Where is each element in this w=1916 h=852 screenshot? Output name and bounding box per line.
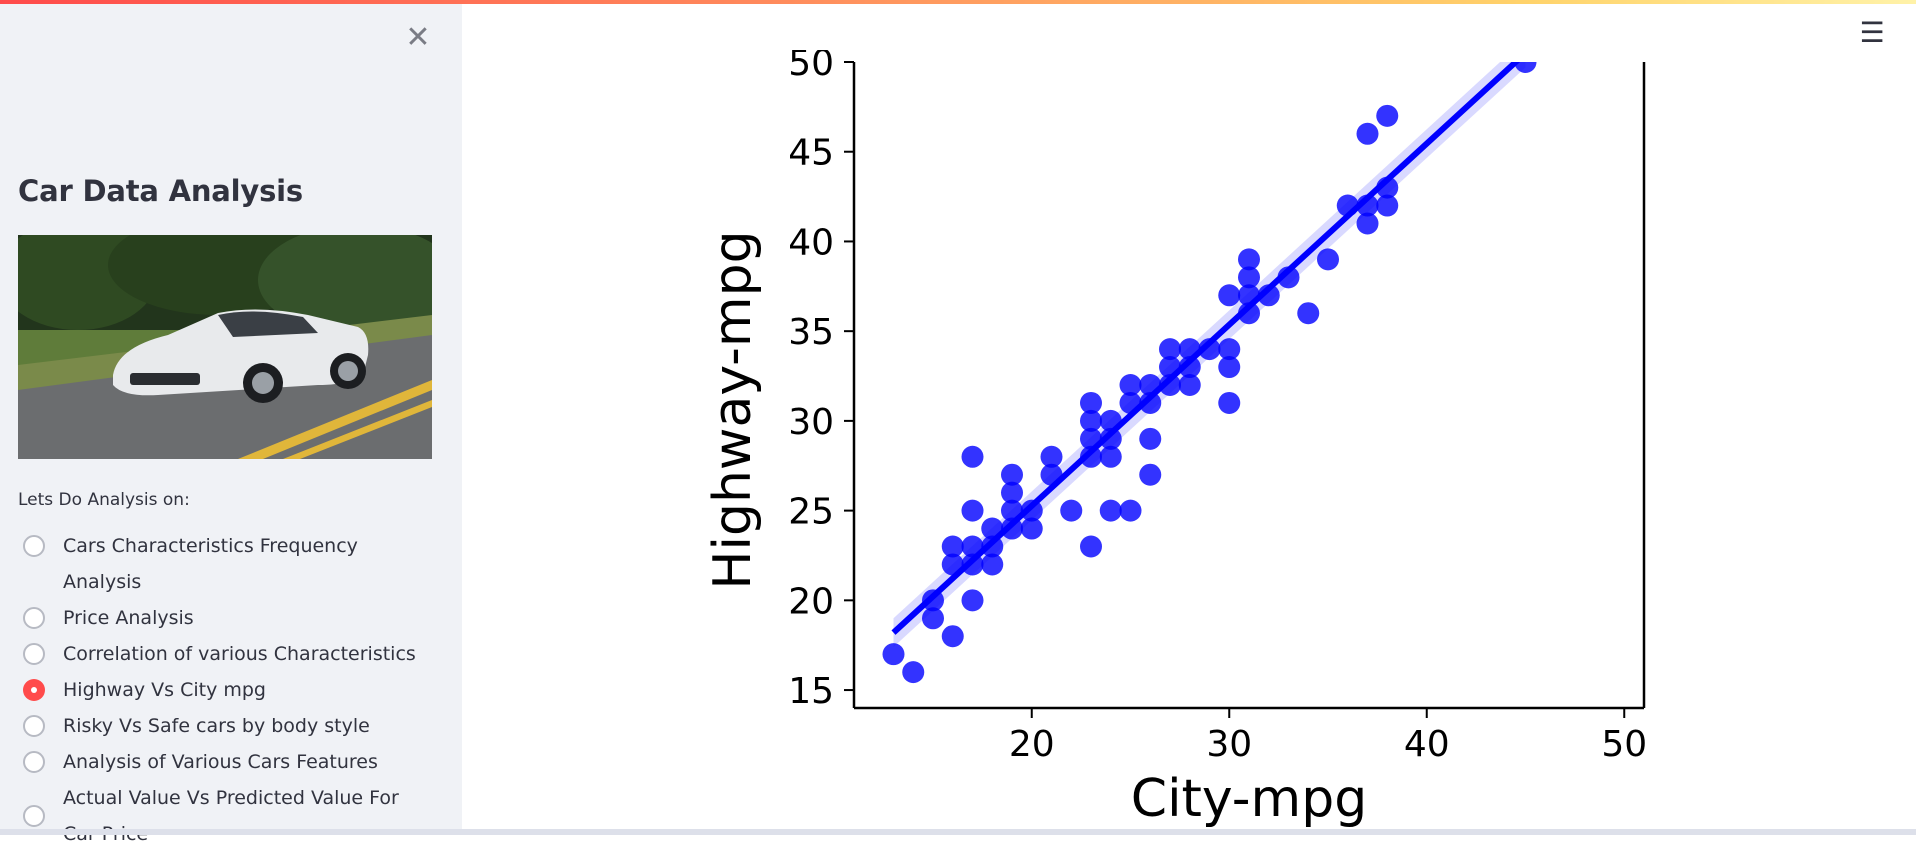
data-point bbox=[1376, 194, 1399, 217]
x-tick-label: 20 bbox=[1009, 724, 1055, 765]
radio-option-label: Analysis of Various Cars Features bbox=[63, 751, 378, 773]
data-point bbox=[1178, 374, 1201, 396]
data-point bbox=[1178, 356, 1201, 379]
data-point bbox=[1159, 338, 1181, 361]
data-point bbox=[1001, 517, 1023, 540]
data-point bbox=[1218, 391, 1241, 414]
data-point bbox=[882, 643, 905, 666]
data-point bbox=[1080, 535, 1102, 558]
data-point bbox=[941, 625, 964, 648]
radio-button[interactable] bbox=[23, 535, 45, 557]
radio-option-highway-vs-city[interactable]: Highway Vs City mpg bbox=[18, 672, 448, 708]
data-point bbox=[1218, 284, 1241, 307]
y-tick-label: 35 bbox=[788, 312, 834, 353]
radio-button[interactable] bbox=[23, 805, 45, 827]
data-point bbox=[1514, 62, 1537, 73]
y-tick-label: 15 bbox=[788, 671, 834, 712]
data-point bbox=[922, 607, 944, 630]
data-point bbox=[1297, 302, 1320, 325]
data-point bbox=[961, 445, 984, 468]
sidebar: ✕ Car Data Analysis Lets Do Analysis on: bbox=[0, 4, 462, 845]
car-image bbox=[18, 235, 432, 459]
radio-button[interactable] bbox=[23, 751, 45, 773]
chart-marks bbox=[882, 62, 1537, 684]
scatter-chart: 20 30 40 50 15 20 25 30 35 40 45 50 City-mpg Highwa… bbox=[703, 50, 1647, 829]
y-tick-label: 25 bbox=[788, 492, 834, 533]
x-tick-label: 50 bbox=[1601, 724, 1647, 765]
data-point bbox=[981, 553, 1004, 576]
radio-option-label: Price Analysis bbox=[63, 607, 194, 629]
radio-option-label: Actual Value Vs Predicted Value For Car … bbox=[63, 787, 399, 845]
data-point bbox=[941, 535, 964, 558]
data-point bbox=[1218, 338, 1241, 361]
sidebar-title: Car Data Analysis bbox=[18, 174, 303, 208]
data-point bbox=[1099, 427, 1122, 450]
radio-option-label: Correlation of various Characteristics bbox=[63, 643, 416, 665]
data-point bbox=[1080, 391, 1102, 414]
data-point bbox=[902, 661, 925, 684]
radio-option-features[interactable]: Analysis of Various Cars Features bbox=[18, 744, 448, 780]
data-point bbox=[1317, 248, 1339, 271]
radio-option-price-analysis[interactable]: Price Analysis bbox=[18, 600, 448, 636]
data-point bbox=[1020, 499, 1043, 522]
data-point bbox=[1139, 463, 1162, 486]
x-axis-label: City-mpg bbox=[1131, 769, 1367, 829]
close-icon[interactable]: ✕ bbox=[405, 20, 431, 55]
data-point bbox=[1040, 445, 1063, 468]
data-point bbox=[1139, 427, 1162, 450]
radio-option-label: Risky Vs Safe cars by body style bbox=[63, 715, 370, 737]
top-decoration-bar bbox=[0, 0, 1916, 4]
data-point bbox=[1238, 248, 1260, 271]
bottom-border bbox=[0, 829, 1916, 835]
data-point bbox=[1001, 481, 1023, 504]
data-point bbox=[1159, 374, 1181, 396]
data-point bbox=[1198, 338, 1221, 361]
radio-button-selected[interactable] bbox=[23, 679, 45, 701]
radio-button[interactable] bbox=[23, 715, 45, 737]
y-tick-label: 45 bbox=[788, 133, 834, 174]
radio-option-frequency-analysis[interactable]: Cars Characteristics Frequency Analysis bbox=[18, 528, 448, 600]
x-tick-label: 40 bbox=[1404, 724, 1450, 765]
regression-line bbox=[891, 62, 1521, 635]
analysis-radio-label: Lets Do Analysis on: bbox=[18, 490, 190, 510]
y-tick-label: 50 bbox=[788, 50, 834, 84]
radio-option-risky-vs-safe[interactable]: Risky Vs Safe cars by body style bbox=[18, 708, 448, 744]
y-axis-label: Highway-mpg bbox=[703, 230, 763, 589]
radio-button[interactable] bbox=[23, 607, 45, 629]
data-point bbox=[1376, 104, 1399, 127]
y-tick-label: 40 bbox=[788, 222, 834, 263]
data-point bbox=[1080, 445, 1102, 468]
hamburger-menu-icon[interactable]: ☰ bbox=[1859, 16, 1885, 49]
data-point bbox=[1020, 517, 1043, 540]
data-point bbox=[1080, 409, 1102, 432]
data-point bbox=[1119, 499, 1142, 522]
data-point bbox=[1119, 374, 1142, 396]
radio-option-label: Highway Vs City mpg bbox=[63, 679, 266, 701]
radio-button[interactable] bbox=[23, 643, 45, 665]
data-point bbox=[961, 499, 984, 522]
data-point bbox=[1001, 463, 1023, 486]
chart-axes: 20 30 40 50 15 20 25 30 35 40 45 50 bbox=[788, 50, 1647, 765]
data-point bbox=[1139, 391, 1162, 414]
data-point bbox=[1099, 499, 1122, 522]
data-point bbox=[1218, 356, 1241, 379]
radio-option-label: Cars Characteristics Frequency Analysis bbox=[63, 535, 358, 593]
data-point bbox=[1356, 122, 1379, 145]
analysis-radio-group: Cars Characteristics Frequency Analysis … bbox=[18, 528, 448, 852]
x-tick-label: 30 bbox=[1206, 724, 1252, 765]
y-tick-label: 30 bbox=[788, 402, 834, 443]
data-point bbox=[1060, 499, 1083, 522]
radio-option-actual-vs-predicted[interactable]: Actual Value Vs Predicted Value For Car … bbox=[18, 780, 448, 852]
data-point bbox=[1238, 266, 1260, 289]
data-point bbox=[1356, 212, 1379, 235]
radio-option-correlation[interactable]: Correlation of various Characteristics bbox=[18, 636, 448, 672]
data-point bbox=[1099, 445, 1122, 468]
data-point bbox=[961, 589, 984, 612]
y-tick-label: 20 bbox=[788, 581, 834, 622]
